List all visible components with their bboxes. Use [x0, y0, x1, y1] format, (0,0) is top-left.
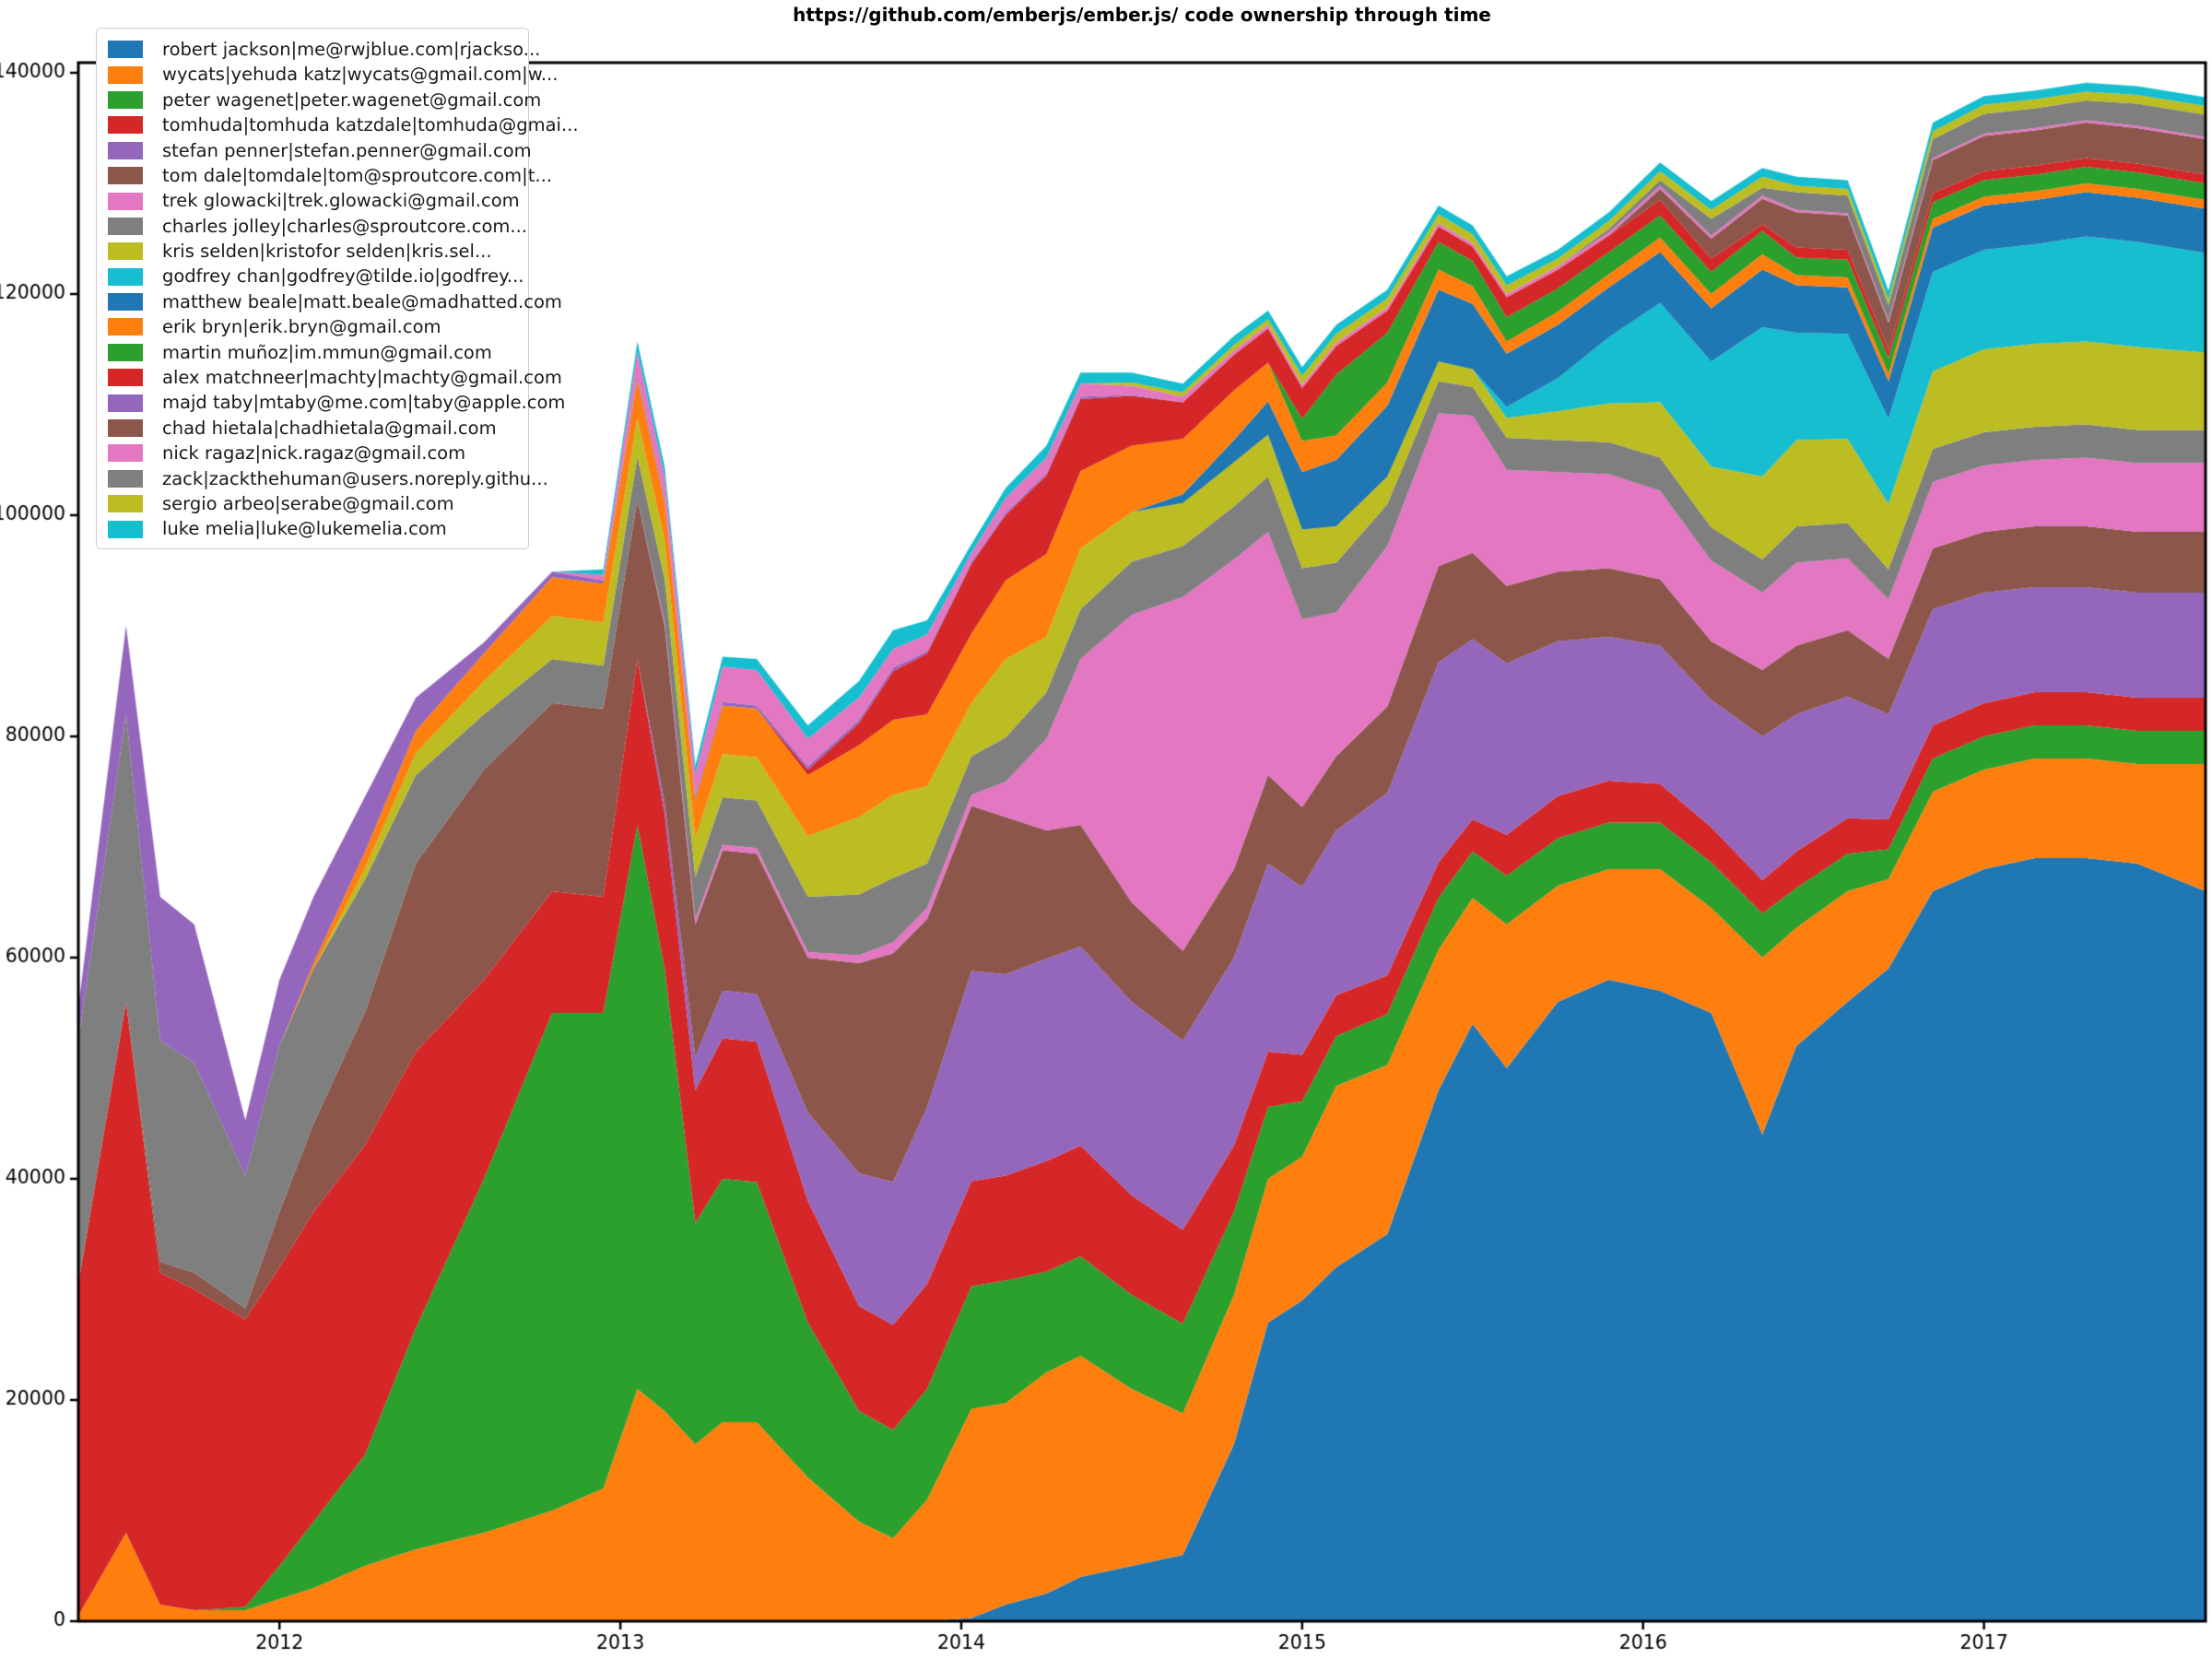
legend-label: martin muñoz|im.mmun@gmail.com	[162, 341, 492, 363]
legend-swatch	[108, 318, 143, 336]
legend-swatch	[108, 141, 143, 159]
legend-swatch	[108, 495, 143, 513]
legend-swatch	[108, 343, 143, 361]
legend-swatch	[108, 394, 143, 412]
legend-label: stefan penner|stefan.penner@gmail.com	[162, 139, 532, 161]
legend-label: luke melia|luke@lukemelia.com	[162, 518, 447, 540]
legend-item: sergio arbeo|serabe@gmail.com	[108, 491, 519, 516]
legend-item: wycats|yehuda katz|wycats@gmail.com|w...	[108, 62, 558, 87]
legend-swatch	[108, 90, 143, 109]
legend-item: erik bryn|erik.bryn@gmail.com	[108, 314, 519, 339]
legend-swatch	[108, 116, 143, 135]
legend-swatch	[108, 192, 143, 210]
legend-swatch	[108, 469, 143, 488]
legend-label: tomhuda|tomhuda katzdale|tomhuda@gmai...	[162, 114, 579, 136]
legend-item: charles jolley|charles@sproutcore.com...	[108, 214, 527, 239]
legend-item: zack|zackthehuman@users.noreply.githu...	[108, 466, 548, 491]
legend-label: peter wagenet|peter.wagenet@gmail.com	[162, 88, 542, 111]
legend-label: majd taby|mtaby@me.com|taby@apple.com	[162, 392, 566, 414]
legend-label: robert jackson|me@rwjblue.com|rjackso...	[162, 38, 541, 60]
legend-item: peter wagenet|peter.wagenet@gmail.com	[108, 88, 541, 112]
legend-item: majd taby|mtaby@me.com|taby@apple.com	[108, 390, 565, 415]
legend: robert jackson|me@rwjblue.com|rjackso...…	[96, 28, 579, 549]
legend-swatch	[108, 267, 143, 286]
legend-item: kris selden|kristofor selden|kris.sel...	[108, 239, 519, 264]
chart-title: https://github.com/emberjs/ember.js/ cod…	[793, 4, 1491, 26]
legend-swatch	[108, 369, 143, 387]
legend-item: tom dale|tomdale|tom@sproutcore.com|t...	[108, 163, 552, 188]
legend-label: godfrey chan|godfrey@tilde.io|godfrey...	[162, 265, 524, 288]
legend-item: alex matchneer|machty|machty@gmail.com	[108, 365, 562, 390]
legend-label: zack|zackthehuman@users.noreply.githu...	[162, 467, 548, 489]
legend-label: erik bryn|erik.bryn@gmail.com	[162, 316, 441, 338]
legend-swatch	[108, 520, 143, 538]
legend-swatch	[108, 217, 143, 235]
legend-swatch	[108, 242, 143, 261]
legend-item: godfrey chan|godfrey@tilde.io|godfrey...	[108, 265, 524, 289]
legend-item: tomhuda|tomhuda katzdale|tomhuda@gmai...	[108, 112, 579, 137]
legend-item: robert jackson|me@rwjblue.com|rjackso...	[108, 37, 540, 62]
legend-label: alex matchneer|machty|machty@gmail.com	[162, 367, 562, 389]
legend-item: martin muñoz|im.mmun@gmail.com	[108, 340, 519, 365]
legend-label: sergio arbeo|serabe@gmail.com	[162, 492, 454, 514]
legend-label: tom dale|tomdale|tom@sproutcore.com|t...	[162, 164, 552, 186]
legend-label: wycats|yehuda katz|wycats@gmail.com|w...	[162, 64, 559, 86]
legend-item: stefan penner|stefan.penner@gmail.com	[108, 138, 532, 163]
legend-swatch	[108, 167, 143, 185]
legend-item: trek glowacki|trek.glowacki@gmail.com	[108, 188, 520, 213]
legend-label: nick ragaz|nick.ragaz@gmail.com	[162, 442, 466, 465]
legend-label: matthew beale|matt.beale@madhatted.com	[162, 290, 562, 312]
legend-item: matthew beale|matt.beale@madhatted.com	[108, 289, 562, 314]
legend-label: chad hietala|chadhietala@gmail.com	[162, 417, 497, 439]
legend-swatch	[108, 293, 143, 312]
legend-swatch	[108, 419, 143, 438]
legend-item: nick ragaz|nick.ragaz@gmail.com	[108, 441, 519, 465]
legend-label: charles jolley|charles@sproutcore.com...	[162, 215, 527, 237]
legend-item: luke melia|luke@lukemelia.com	[108, 516, 519, 541]
legend-item: chad hietala|chadhietala@gmail.com	[108, 416, 519, 441]
legend-swatch	[108, 65, 143, 84]
legend-swatch	[108, 444, 143, 463]
legend-swatch	[108, 41, 143, 59]
legend-label: trek glowacki|trek.glowacki@gmail.com	[162, 190, 520, 212]
legend-label: kris selden|kristofor selden|kris.sel...	[162, 241, 492, 263]
